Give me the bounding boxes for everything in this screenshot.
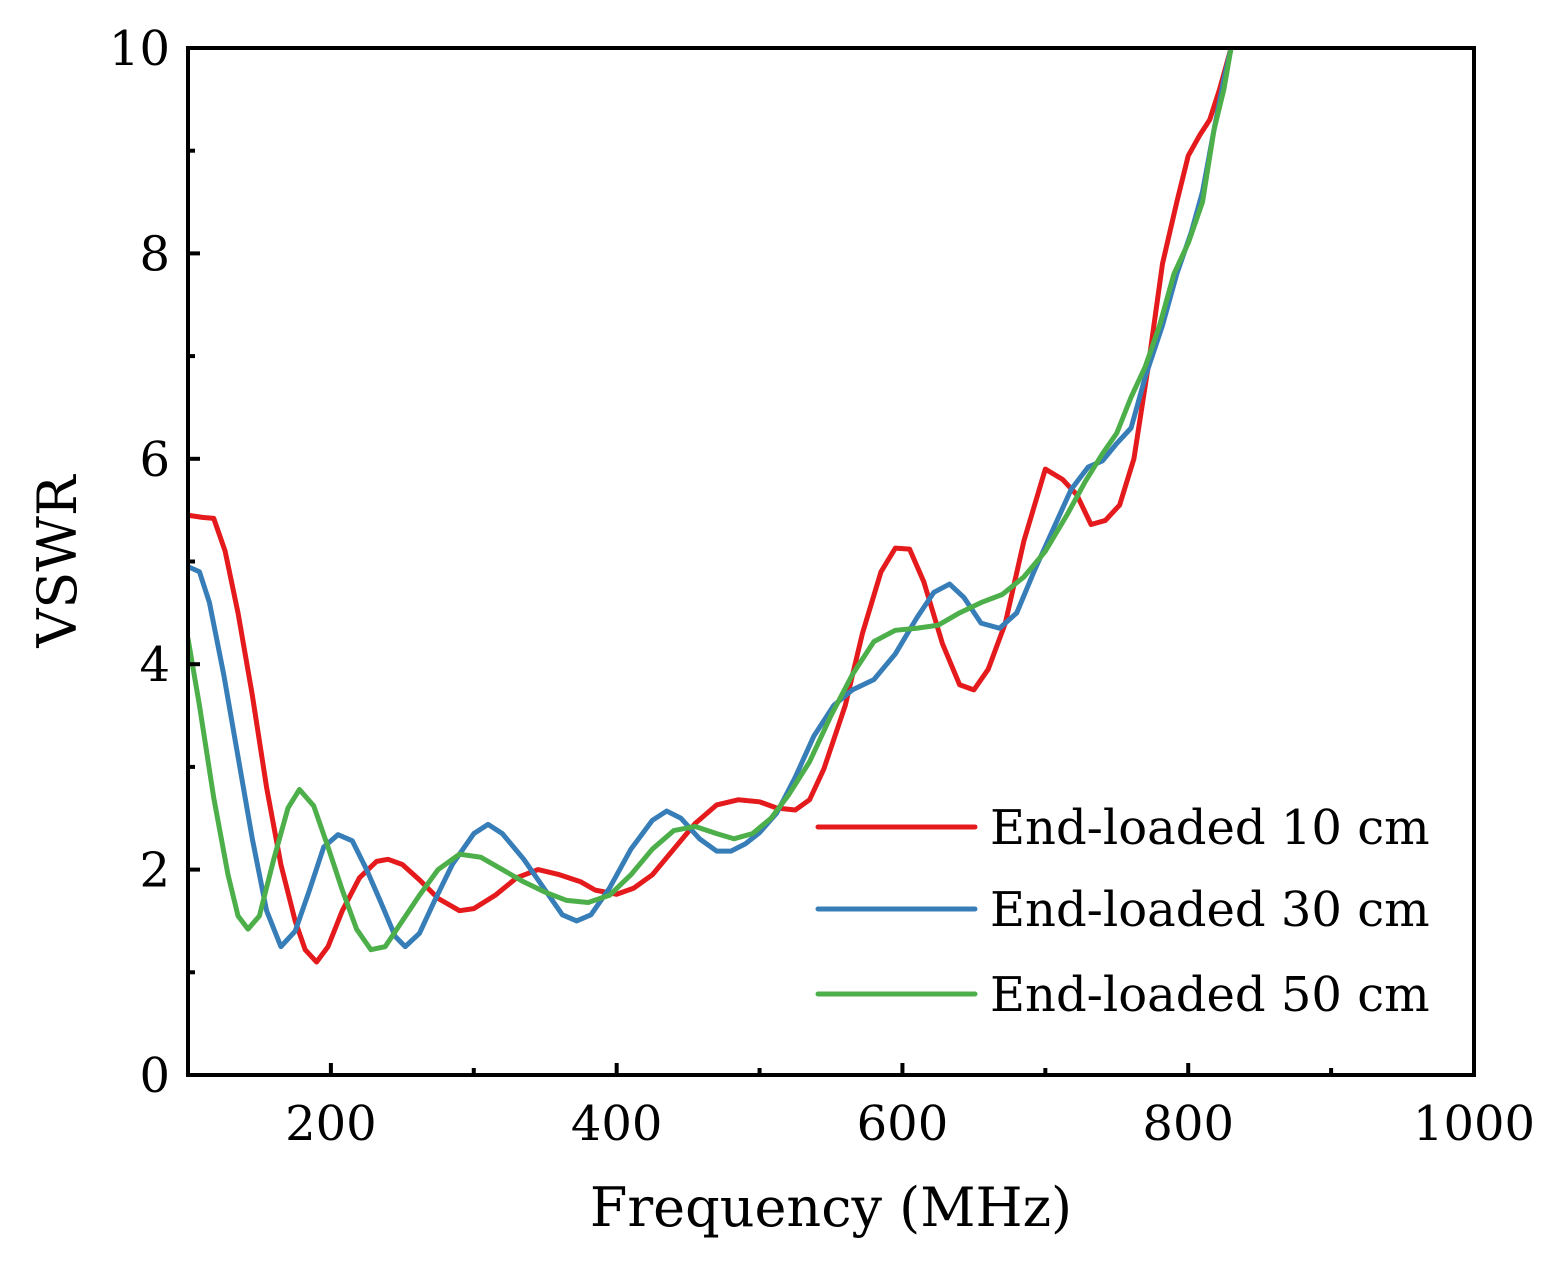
y-tick-label-8: 8: [139, 226, 170, 282]
legend-label-3: End-loaded 50 cm: [990, 967, 1430, 1023]
legend-item-2: End-loaded 30 cm: [815, 882, 1430, 938]
y-axis-label: VSWR: [26, 474, 89, 648]
y-tick-label-4: 4: [139, 637, 170, 693]
x-tick-label-400: 400: [571, 1096, 663, 1152]
legend-item-3: End-loaded 50 cm: [815, 967, 1430, 1023]
x-tick-label-600: 600: [857, 1096, 949, 1152]
x-tick-label-1000: 1000: [1413, 1096, 1535, 1152]
legend-item-1: End-loaded 10 cm: [815, 800, 1430, 856]
plot-area: [188, 48, 1474, 1075]
y-tick-label-10: 10: [109, 21, 170, 77]
x-tick-label-200: 200: [285, 1096, 377, 1152]
series-line-1: [188, 48, 1234, 965]
legend-label-1: End-loaded 10 cm: [990, 800, 1430, 856]
x-axis-label: Frequency (MHz): [590, 1176, 1072, 1239]
legend: End-loaded 10 cm End-loaded 30 cm End-load…: [815, 800, 1430, 1023]
y-tick-label-6: 6: [139, 432, 170, 488]
y-tick-label-2: 2: [139, 843, 170, 899]
series-group: [188, 48, 1234, 965]
series-line-2: [188, 48, 1234, 950]
legend-label-2: End-loaded 30 cm: [990, 882, 1430, 938]
x-tick-label-800: 800: [1142, 1096, 1234, 1152]
series-line-3: [188, 48, 1234, 953]
y-tick-label-0: 0: [139, 1048, 170, 1104]
